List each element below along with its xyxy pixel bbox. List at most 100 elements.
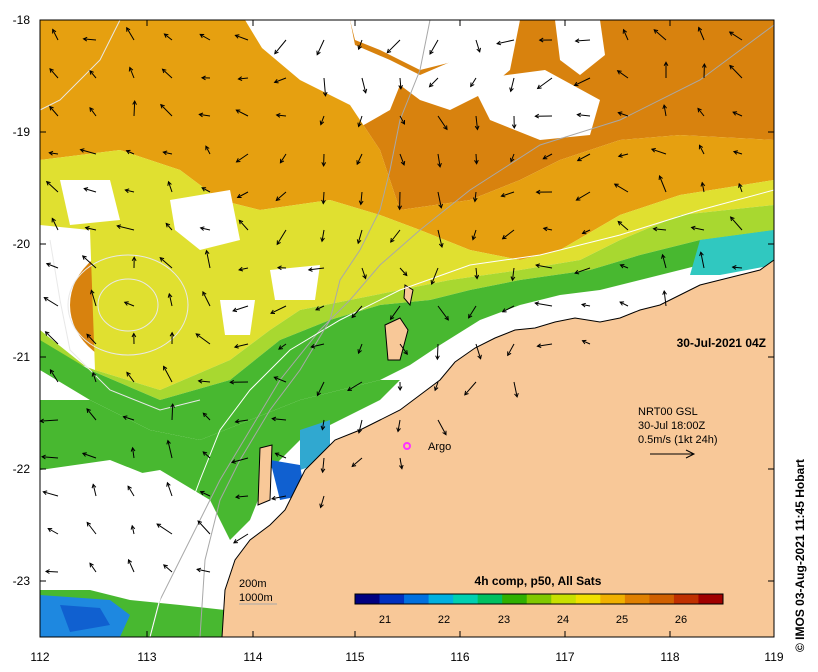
current-arrowhead xyxy=(464,390,469,396)
current-arrowhead xyxy=(617,153,623,158)
current-arrow xyxy=(42,456,59,459)
current-arrowhead xyxy=(235,109,241,114)
current-arrow xyxy=(653,228,667,231)
current-arrow xyxy=(316,39,325,55)
colorbar-segment xyxy=(575,594,601,604)
current-arrowhead xyxy=(163,33,169,38)
current-arrow xyxy=(536,264,553,269)
current-arrow xyxy=(322,457,325,473)
colorbar-segment xyxy=(379,594,405,604)
current-arrowhead xyxy=(320,237,325,243)
current-arrow xyxy=(197,520,211,535)
current-arrow xyxy=(437,153,441,167)
current-arrowhead xyxy=(231,459,236,464)
current-arrowhead xyxy=(511,124,517,130)
current-arrow xyxy=(651,148,667,155)
current-arrowhead xyxy=(362,274,367,280)
colorbar-segment xyxy=(600,594,626,604)
argo-marker[interactable]: Argo xyxy=(403,441,451,453)
current-arrowhead xyxy=(130,524,136,530)
current-arrowhead xyxy=(161,68,167,74)
current-arrowhead xyxy=(89,106,94,112)
current-arrow xyxy=(84,188,97,193)
current-arrow xyxy=(617,70,629,79)
current-arrowhead xyxy=(357,45,362,51)
current-arrow xyxy=(49,106,59,117)
current-arrowhead xyxy=(732,111,738,116)
current-arrowhead xyxy=(159,257,165,262)
colorbar-segment xyxy=(649,594,675,604)
current-arrowhead xyxy=(438,242,444,249)
current-arrowhead xyxy=(234,34,240,39)
current-arrow xyxy=(399,457,403,469)
current-arrow xyxy=(92,372,97,383)
current-arrow xyxy=(274,376,287,383)
current-arrow xyxy=(397,419,401,432)
current-arrowhead xyxy=(195,333,201,338)
current-arrowhead xyxy=(165,222,171,228)
current-arrow xyxy=(89,107,97,117)
current-arrowhead xyxy=(320,468,326,474)
current-arrow xyxy=(272,418,287,421)
current-arrow xyxy=(202,291,211,307)
land-mass xyxy=(221,259,775,638)
current-arrowhead xyxy=(81,452,87,457)
current-arrow xyxy=(159,257,173,269)
y-tick-label: -22 xyxy=(13,462,31,476)
current-arrowhead xyxy=(86,333,91,339)
current-arrow xyxy=(470,77,477,87)
current-arrowhead xyxy=(124,188,130,194)
current-arrowhead xyxy=(501,308,507,313)
current-arrow xyxy=(45,570,59,573)
current-arrow xyxy=(123,416,135,421)
current-arrow xyxy=(238,219,249,231)
current-arrow xyxy=(202,412,211,421)
current-arrow xyxy=(311,343,325,348)
current-arrow xyxy=(156,523,173,535)
current-vectors xyxy=(39,26,743,574)
current-arrow xyxy=(618,153,629,157)
isobath-lines xyxy=(39,19,775,638)
current-arrowhead xyxy=(125,149,131,155)
current-arrowhead xyxy=(197,520,203,525)
colorbar-segment xyxy=(477,594,503,604)
current-arrow xyxy=(475,267,478,279)
current-arrow xyxy=(83,38,97,41)
current-arrowhead xyxy=(132,100,137,105)
y-tick-label: -19 xyxy=(13,125,31,139)
current-arrowhead xyxy=(91,483,97,489)
current-arrow xyxy=(233,533,249,544)
current-arrow xyxy=(126,372,135,383)
current-arrowhead xyxy=(402,271,408,277)
current-arrow xyxy=(128,559,135,573)
current-arrow xyxy=(659,175,667,193)
current-arrowhead xyxy=(276,240,281,246)
colorbar-segment xyxy=(428,594,454,604)
current-arrow xyxy=(321,419,325,430)
current-arrowhead xyxy=(468,313,473,319)
argo-float-icon xyxy=(403,442,411,450)
current-arrow xyxy=(275,452,287,459)
current-arrow xyxy=(206,250,211,269)
colorbar-tick: 22 xyxy=(438,614,450,626)
current-arrow xyxy=(537,77,553,89)
current-arrow xyxy=(513,381,518,398)
current-arrowhead xyxy=(472,197,478,203)
current-arrow xyxy=(43,491,59,497)
current-arrowhead xyxy=(86,408,91,413)
current-arrowhead xyxy=(45,262,51,268)
current-arrowhead xyxy=(435,355,440,361)
current-arrowhead xyxy=(396,427,401,433)
current-arrowhead xyxy=(619,301,625,306)
current-arrow xyxy=(507,343,515,356)
current-arrowhead xyxy=(403,350,408,356)
current-arrowhead xyxy=(428,82,434,88)
current-arrowhead xyxy=(156,523,162,528)
current-arrow xyxy=(164,33,173,41)
current-arrow xyxy=(236,153,249,163)
current-arrowhead xyxy=(278,345,283,350)
current-arrow xyxy=(46,181,59,193)
current-arrow xyxy=(623,29,629,41)
current-arrowhead xyxy=(663,61,669,67)
current-arrow xyxy=(357,229,363,244)
